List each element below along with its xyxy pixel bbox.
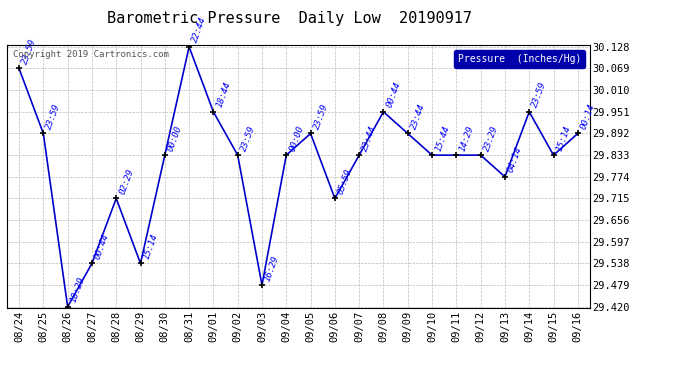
Text: 23:59: 23:59: [531, 81, 549, 109]
Text: 00:44: 00:44: [385, 81, 402, 109]
Text: 23:59: 23:59: [312, 102, 330, 131]
Text: 02:29: 02:29: [117, 167, 135, 196]
Text: 23:44: 23:44: [361, 124, 378, 152]
Text: 23:44: 23:44: [409, 102, 427, 131]
Text: 15:44: 15:44: [433, 124, 451, 152]
Text: 16:29: 16:29: [264, 254, 281, 282]
Text: 00:00: 00:00: [166, 124, 184, 152]
Text: 15:14: 15:14: [142, 232, 159, 261]
Text: 18:29: 18:29: [69, 276, 87, 304]
Text: 00:14: 00:14: [579, 102, 597, 131]
Text: 00:00: 00:00: [288, 124, 305, 152]
Text: Barometric Pressure  Daily Low  20190917: Barometric Pressure Daily Low 20190917: [108, 11, 472, 26]
Text: 23:59: 23:59: [21, 38, 38, 66]
Legend: Pressure  (Inches/Hg): Pressure (Inches/Hg): [454, 50, 585, 68]
Text: 14:29: 14:29: [457, 124, 475, 152]
Text: 23:59: 23:59: [239, 124, 257, 152]
Text: Copyright 2019 Cartronics.com: Copyright 2019 Cartronics.com: [12, 50, 168, 59]
Text: 05:59: 05:59: [336, 167, 354, 196]
Text: 23:59: 23:59: [45, 102, 62, 131]
Text: 23:29: 23:29: [482, 124, 500, 152]
Text: 15:14: 15:14: [555, 124, 573, 152]
Text: 00:44: 00:44: [93, 232, 111, 261]
Text: 04:14: 04:14: [506, 146, 524, 174]
Text: 22:44: 22:44: [190, 16, 208, 44]
Text: 18:44: 18:44: [215, 81, 233, 109]
